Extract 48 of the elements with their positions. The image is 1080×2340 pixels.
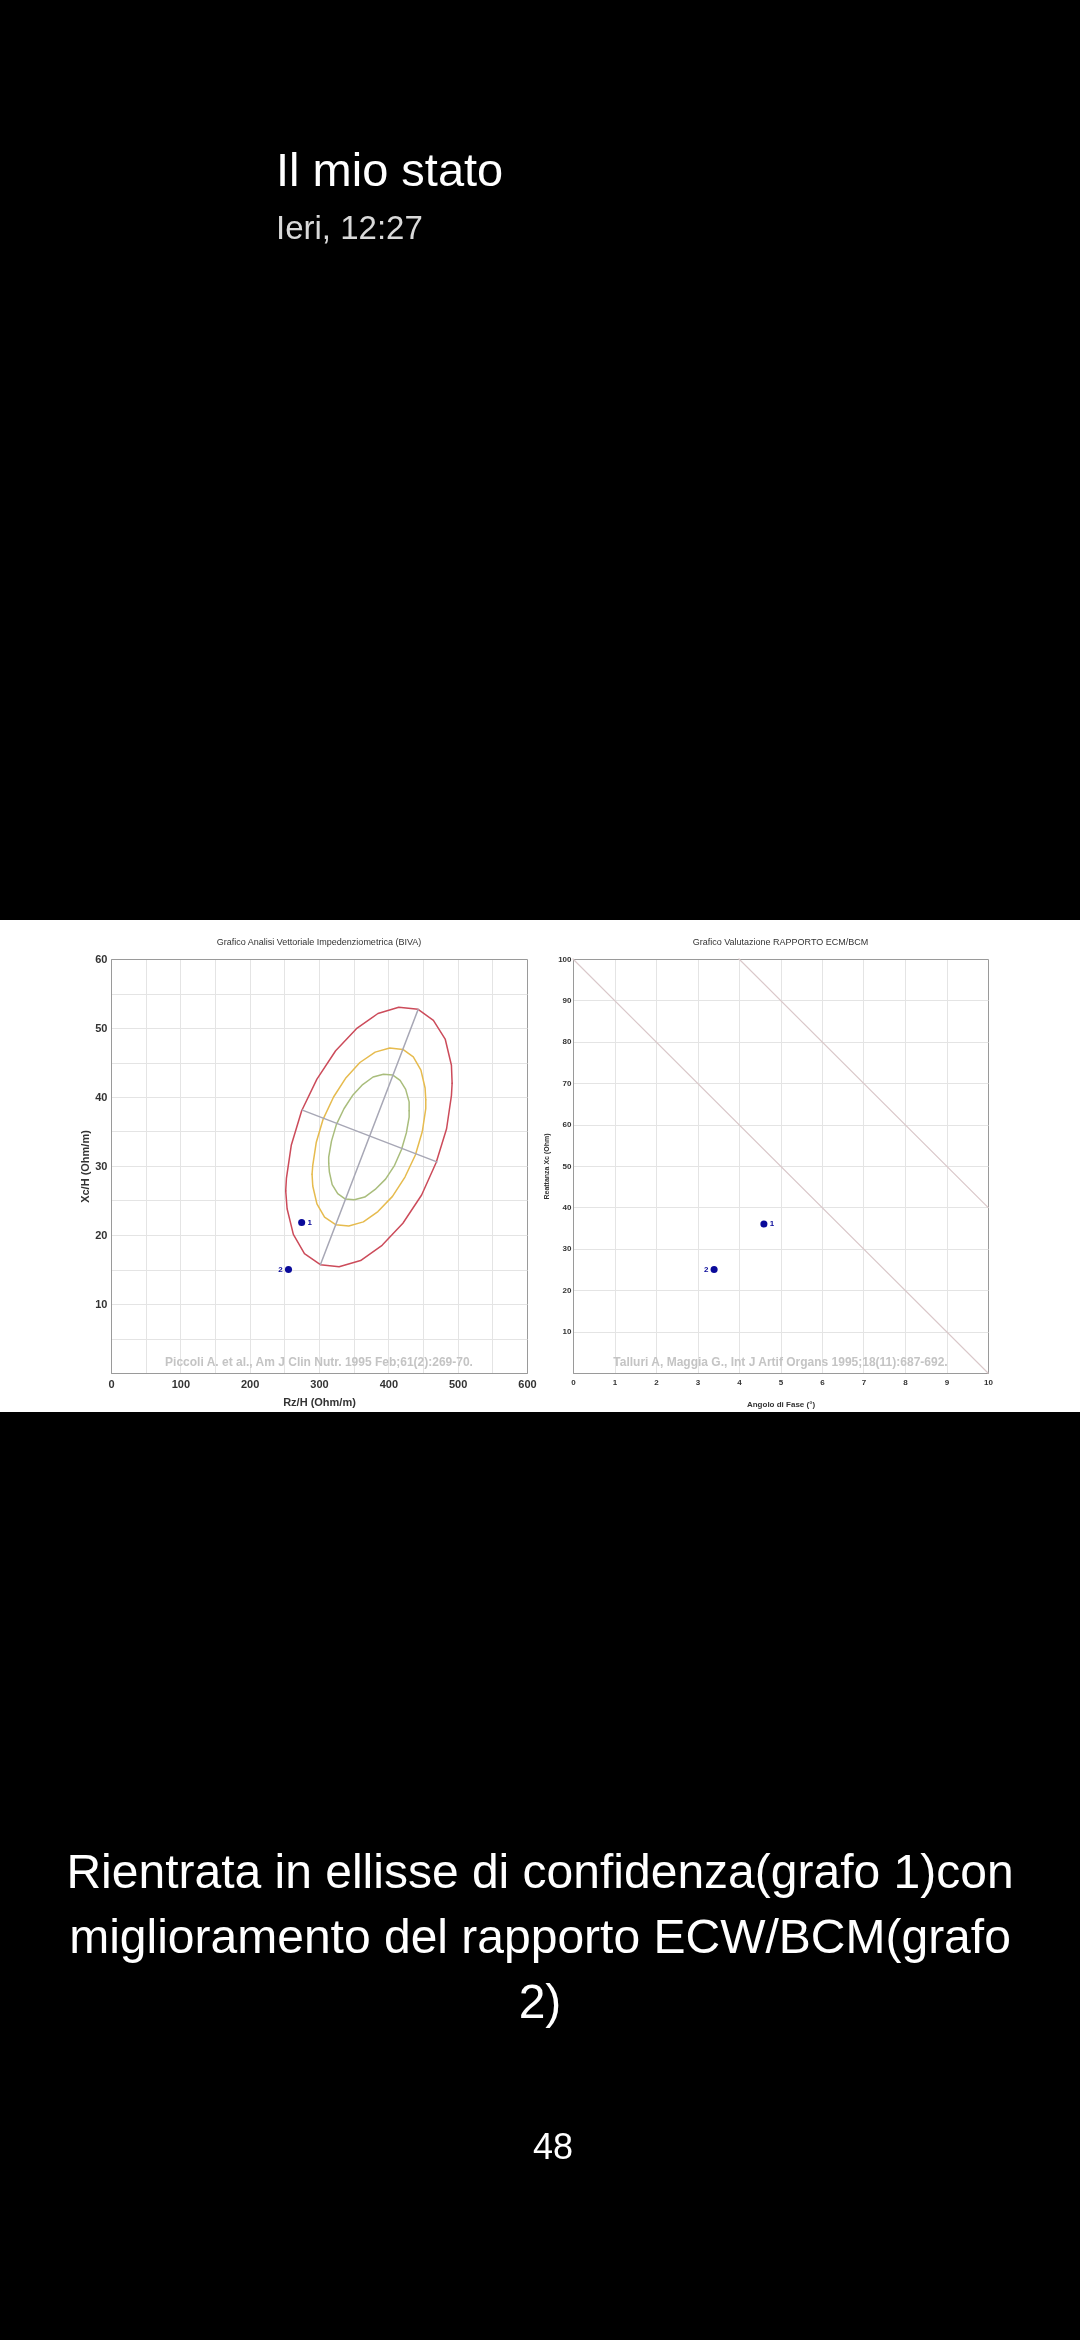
y-tick-label: 10 [562, 1327, 573, 1337]
x-tick-label: 2 [654, 1377, 660, 1387]
y-tick-label: 20 [562, 1285, 573, 1295]
x-tick-label: 200 [240, 1377, 260, 1390]
annotation: 2 [703, 1264, 709, 1274]
y-axis-title: Xc/H (Ohm/m) [79, 1129, 92, 1203]
y-tick-label: 100 [558, 954, 573, 964]
y-tick-label: 30 [562, 1244, 573, 1254]
y-tick-label: 60 [562, 1120, 573, 1130]
x-tick-label: 10 [984, 1377, 994, 1387]
x-tick-label: 100 [171, 1377, 191, 1390]
x-tick-label: 500 [448, 1377, 468, 1390]
annotation: 2 [278, 1264, 284, 1274]
y-tick-label: 90 [562, 995, 573, 1005]
y-tick-label: 70 [562, 1078, 573, 1088]
x-tick-label: 400 [379, 1377, 399, 1390]
annotation: Talluri A, Maggia G., Int J Artif Organs 1995;18(11):687-692. [613, 1355, 948, 1369]
x-axis-title: Rz/H (Ohm/m) [283, 1395, 357, 1408]
text: Ieri, 12:27 [276, 209, 423, 246]
x-tick-label: 3 [695, 1377, 701, 1387]
y-tick-label: 60 [95, 952, 108, 965]
y-tick-label: 40 [562, 1202, 573, 1212]
annotation: Piccoli A. et al., Am J Clin Nutr. 1995 Feb;61(2):269-70. [165, 1355, 473, 1369]
y-tick-label: 40 [95, 1090, 108, 1103]
chart-title: Grafico Analisi Vettoriale Impedenziometrica (BIVA) [216, 937, 422, 947]
y-tick-label: 50 [562, 1161, 573, 1171]
y-tick-label: 80 [562, 1037, 573, 1047]
x-tick-label: 7 [861, 1377, 867, 1387]
x-tick-label: 1 [612, 1377, 618, 1387]
text: Rientrata in ellisse di confidenza(grafo 1)con miglioramento del rapporto ECW/BCM(grafo 2) [66, 1845, 1014, 2028]
text: 48 [532, 2126, 574, 2167]
y-tick-label: 50 [95, 1021, 108, 1034]
y-tick-label: 10 [95, 1297, 108, 1310]
x-tick-label: 300 [310, 1377, 329, 1390]
x-axis-title: Angolo di Fase (°) [746, 1399, 816, 1409]
x-tick-label: 8 [903, 1377, 909, 1387]
y-tick-label: 20 [95, 1228, 108, 1241]
x-tick-label: 600 [518, 1377, 537, 1390]
x-tick-label: 9 [944, 1377, 950, 1387]
x-tick-label: 0 [571, 1377, 577, 1387]
x-tick-label: 4 [737, 1377, 743, 1387]
x-tick-label: 0 [108, 1377, 115, 1390]
x-tick-label: 5 [778, 1377, 784, 1387]
chart-title: Grafico Valutazione RAPPORTO ECM/BCM [692, 937, 869, 947]
y-tick-label: 30 [95, 1159, 108, 1172]
annotation: 1 [769, 1218, 775, 1228]
x-tick-label: 6 [820, 1377, 826, 1387]
text: Il mio stato [276, 143, 504, 196]
